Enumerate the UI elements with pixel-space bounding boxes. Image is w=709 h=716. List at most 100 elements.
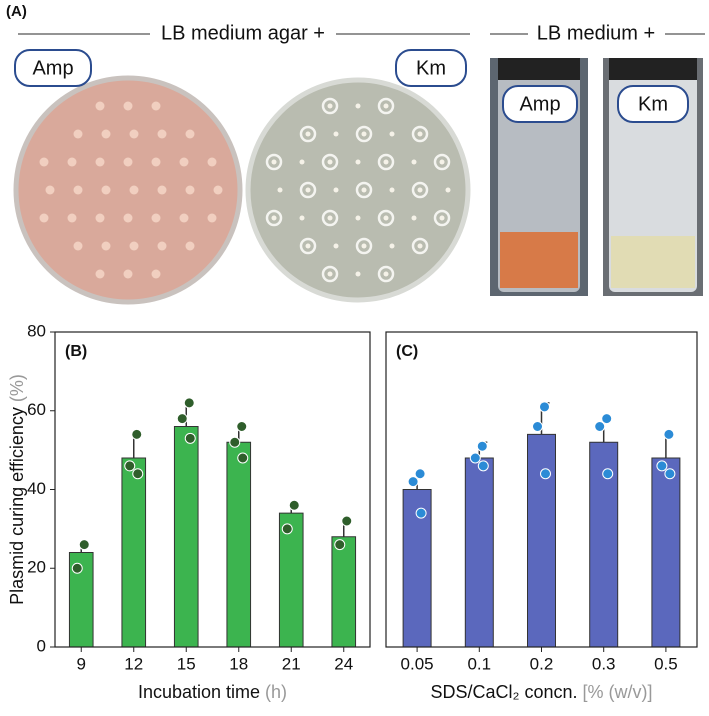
cap bbox=[498, 58, 580, 80]
replicate-point bbox=[414, 468, 426, 480]
colony bbox=[333, 131, 339, 137]
colony-ring bbox=[265, 153, 283, 171]
colony bbox=[305, 243, 311, 249]
colony bbox=[271, 159, 277, 165]
x-axis-label: Incubation time (h) bbox=[138, 682, 287, 702]
colony bbox=[361, 187, 367, 193]
replicate-point bbox=[131, 428, 143, 440]
colony bbox=[157, 241, 167, 251]
colony bbox=[355, 271, 361, 277]
tag-box bbox=[14, 49, 92, 87]
replicate-point bbox=[229, 436, 241, 448]
heading: LB medium agar + bbox=[161, 22, 325, 44]
colony bbox=[439, 215, 445, 221]
x-tick-label: 18 bbox=[229, 654, 248, 673]
colony bbox=[101, 129, 111, 139]
plate bbox=[13, 75, 243, 305]
colony bbox=[157, 185, 167, 195]
colony bbox=[39, 157, 49, 167]
colony bbox=[411, 215, 417, 221]
colony-ring bbox=[433, 153, 451, 171]
colony bbox=[327, 103, 333, 109]
y-tick-label: 60 bbox=[27, 400, 46, 419]
colony bbox=[355, 215, 361, 221]
replicate-point bbox=[601, 413, 613, 425]
replicate-point bbox=[664, 468, 676, 480]
colony-ring bbox=[411, 125, 429, 143]
colony bbox=[95, 157, 105, 167]
y-tick-label: 40 bbox=[27, 479, 46, 498]
colony bbox=[67, 157, 77, 167]
photos bbox=[13, 58, 703, 305]
colony bbox=[361, 243, 367, 249]
colony bbox=[185, 241, 195, 251]
colony bbox=[333, 243, 339, 249]
x-axis-label: SDS/CaCl₂ concn. [% (w/v)] bbox=[430, 682, 652, 702]
replicate-point bbox=[477, 460, 489, 472]
y-axis-label: Plasmid curing efficiency (%) bbox=[7, 374, 27, 605]
colony bbox=[129, 185, 139, 195]
replicate-point bbox=[469, 452, 481, 464]
colony-ring bbox=[411, 237, 429, 255]
tag-box bbox=[395, 49, 467, 87]
x-axis-label-text: Incubation time bbox=[138, 682, 265, 702]
colony bbox=[213, 185, 223, 195]
replicate-point bbox=[532, 421, 543, 432]
replicate-point bbox=[71, 562, 83, 574]
replicate-point bbox=[663, 428, 675, 440]
colony-ring bbox=[299, 125, 317, 143]
panel-label: (A) bbox=[6, 3, 27, 20]
x-tick-label: 0.2 bbox=[530, 654, 554, 673]
colony-ring bbox=[377, 209, 395, 227]
x-tick-label: 15 bbox=[177, 654, 196, 673]
plot-frame bbox=[54, 331, 371, 648]
replicate-point bbox=[602, 468, 614, 480]
replicate-point bbox=[281, 523, 293, 535]
replicate-point bbox=[78, 539, 90, 551]
replicate-point bbox=[334, 539, 346, 551]
colony bbox=[185, 129, 195, 139]
x-tick-label: 21 bbox=[282, 654, 301, 673]
replicate-point bbox=[176, 413, 188, 425]
colony bbox=[123, 101, 133, 111]
colony-ring bbox=[321, 265, 339, 283]
colony bbox=[151, 157, 161, 167]
colony bbox=[299, 215, 305, 221]
colony bbox=[129, 129, 139, 139]
colony-ring bbox=[377, 97, 395, 115]
x-tick-label: 24 bbox=[334, 654, 353, 673]
colony bbox=[207, 157, 217, 167]
colony bbox=[417, 187, 423, 193]
x-tick-label: 0.5 bbox=[654, 654, 678, 673]
y-tick-label: 0 bbox=[37, 636, 46, 655]
colony-ring bbox=[433, 209, 451, 227]
bar bbox=[121, 457, 147, 648]
bar bbox=[278, 512, 304, 648]
colony bbox=[417, 243, 423, 249]
colony bbox=[383, 215, 389, 221]
colony bbox=[73, 129, 83, 139]
colony bbox=[439, 159, 445, 165]
colony-ring bbox=[355, 125, 373, 143]
colony-ring bbox=[321, 209, 339, 227]
y-tick-label: 20 bbox=[27, 558, 46, 577]
colony bbox=[39, 213, 49, 223]
colony bbox=[95, 213, 105, 223]
bar bbox=[527, 433, 556, 648]
colony-ring bbox=[299, 237, 317, 255]
colony bbox=[383, 159, 389, 165]
cap bbox=[609, 58, 697, 80]
replicate-point bbox=[341, 515, 353, 527]
colony bbox=[67, 213, 77, 223]
liquid bbox=[611, 236, 695, 288]
plot-frame bbox=[385, 331, 698, 648]
colony bbox=[157, 129, 167, 139]
tag: Km bbox=[416, 57, 446, 79]
colony bbox=[207, 213, 217, 223]
replicate-point bbox=[237, 452, 249, 464]
colony bbox=[417, 131, 423, 137]
colony bbox=[445, 187, 451, 193]
bar bbox=[331, 536, 357, 648]
colony bbox=[151, 213, 161, 223]
